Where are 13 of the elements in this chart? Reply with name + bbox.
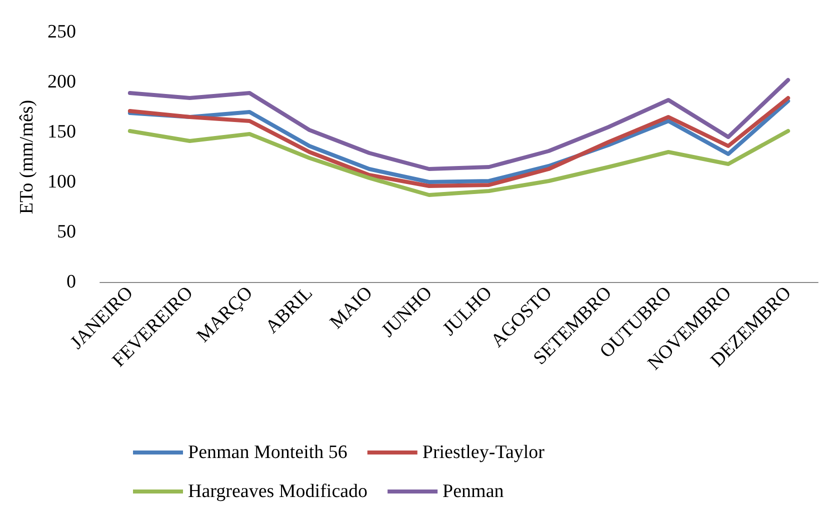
line-series	[128, 129, 790, 197]
legend-label: Hargreaves Modificado	[188, 481, 368, 502]
legend-label: Penman Monteith 56	[188, 442, 348, 463]
y-tick-label: 250	[48, 22, 76, 42]
y-tick-label: 50	[57, 222, 76, 242]
y-tick-label: 0	[66, 272, 76, 292]
y-axis-title: ETo (mm/mês)	[16, 100, 38, 214]
y-tick-label: 200	[48, 72, 76, 92]
y-tick-label: 100	[48, 172, 76, 192]
legend-label: Penman	[442, 481, 504, 502]
line-series	[128, 78, 790, 171]
legend-label: Priestley-Taylor	[422, 442, 546, 463]
y-tick-label: 150	[48, 122, 76, 142]
